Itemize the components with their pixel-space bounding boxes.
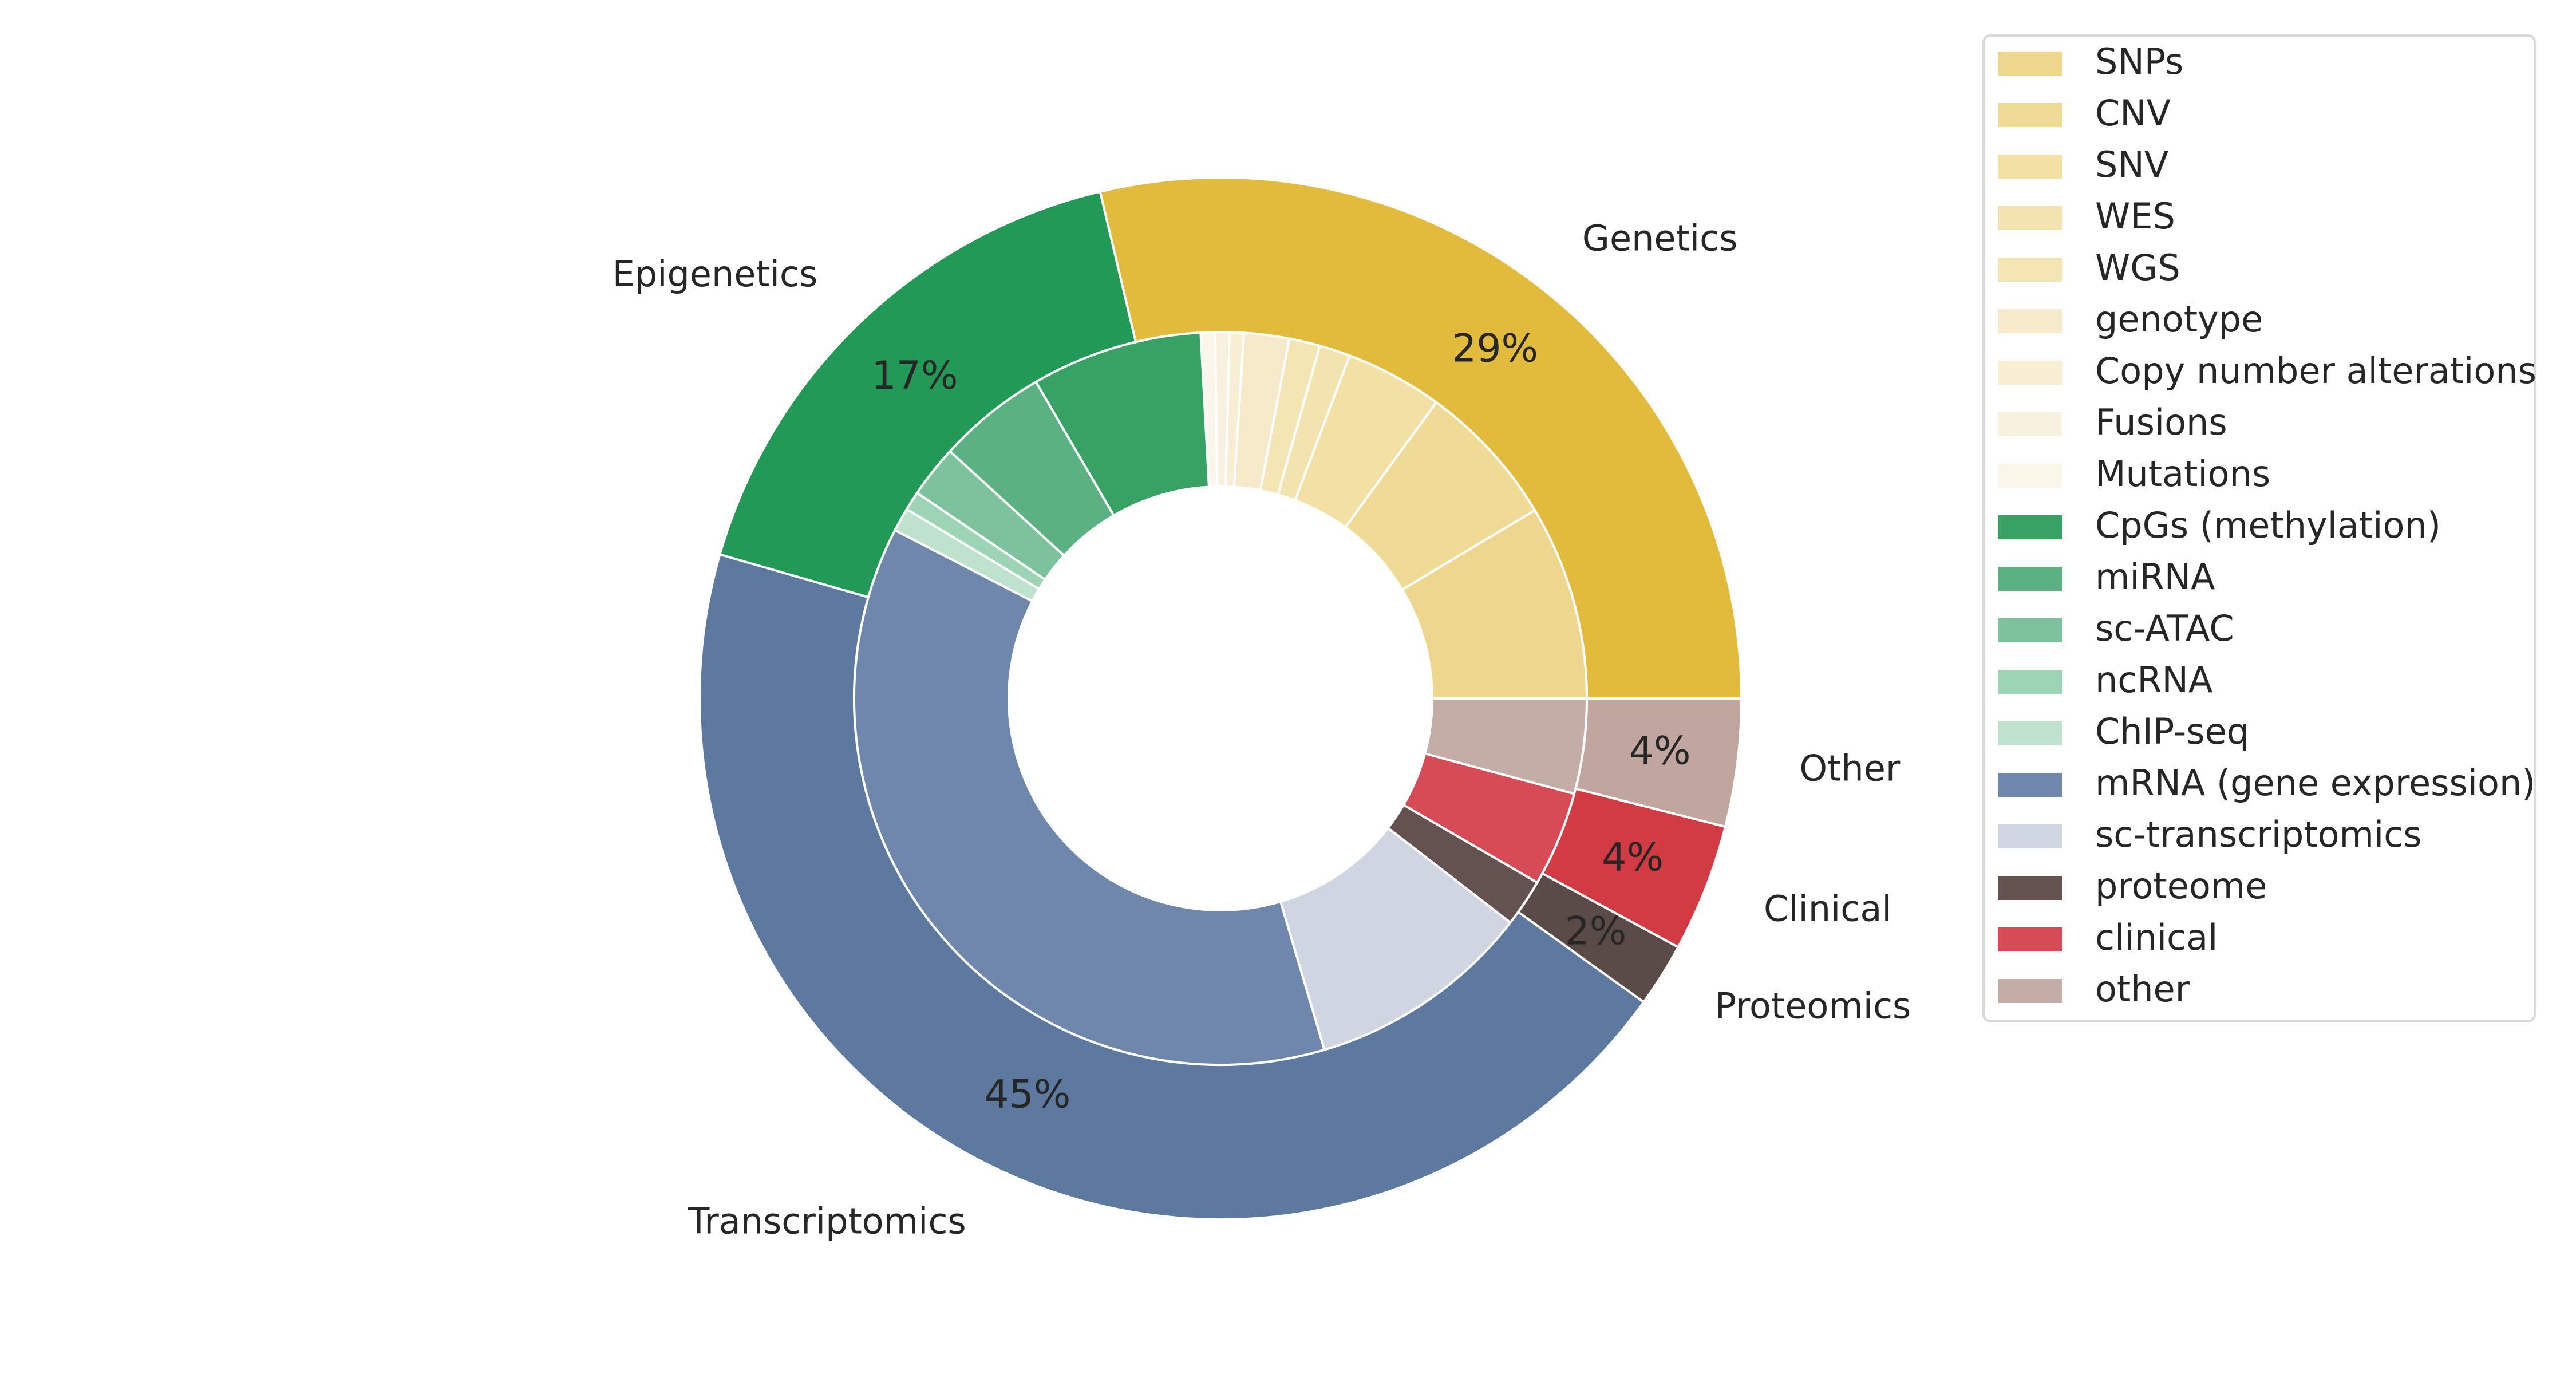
outer-label-transcriptomics: Transcriptomics bbox=[687, 1200, 966, 1242]
legend-swatch-clinical bbox=[1998, 927, 2062, 951]
legend-swatch-other bbox=[1998, 979, 2062, 1003]
legend-swatch-mutations bbox=[1998, 464, 2062, 488]
legend-swatch-fusions bbox=[1998, 412, 2062, 436]
outer-label-other: Other bbox=[1799, 748, 1901, 789]
legend: SNPs CNV SNV WES WGS genotype Copy number alte… bbox=[1982, 34, 2537, 1022]
inner-ring bbox=[853, 331, 1589, 1066]
legend-swatch-sc-atac bbox=[1998, 618, 2062, 642]
legend-label-snv: SNV bbox=[2095, 144, 2168, 185]
percent-labels: 29% 17% 45% 2% 4% 4% bbox=[871, 326, 1690, 1118]
legend-swatch-mirna bbox=[1998, 567, 2062, 591]
legend-swatch-sc-transcriptomics bbox=[1998, 824, 2062, 848]
legend-swatch-wgs bbox=[1998, 258, 2062, 282]
outer-label-epigenetics: Epigenetics bbox=[613, 253, 818, 295]
percent-label-clinical: 4% bbox=[1602, 835, 1664, 881]
legend-label-chip-seq: ChIP-seq bbox=[2095, 710, 2249, 752]
legend-label-mutations: Mutations bbox=[2095, 453, 2270, 495]
legend-label-wgs: WGS bbox=[2095, 247, 2180, 289]
percent-label-genetics: 29% bbox=[1452, 326, 1538, 372]
legend-swatch-mrna-gene-expression bbox=[1998, 773, 2062, 797]
inner-slice-other bbox=[1423, 697, 1589, 795]
outer-labels: Genetics Epigenetics Transcriptomics Proteo… bbox=[613, 217, 1911, 1242]
legend-label-cpgs-methylation: CpGs (methylation) bbox=[2095, 504, 2441, 546]
legend-swatch-proteome bbox=[1998, 876, 2062, 900]
outer-label-clinical: Clinical bbox=[1764, 888, 1892, 930]
legend-swatch-cpgs-methylation bbox=[1998, 515, 2062, 539]
legend-swatch-copy-number-alterations bbox=[1998, 361, 2062, 385]
legend-label-wes: WES bbox=[2095, 195, 2175, 237]
legend-swatch-wes bbox=[1998, 206, 2062, 230]
legend-label-genotype: genotype bbox=[2095, 298, 2263, 340]
legend-label-fusions: Fusions bbox=[2095, 401, 2227, 443]
legend-label-clinical: clinical bbox=[2095, 917, 2218, 958]
legend-swatch-cnv bbox=[1998, 103, 2062, 127]
legend-label-mirna: miRNA bbox=[2095, 556, 2215, 598]
outer-label-proteomics: Proteomics bbox=[1715, 985, 1911, 1026]
inner-slice-mrna-gene-expression bbox=[853, 528, 1326, 1066]
percent-label-proteomics: 2% bbox=[1564, 909, 1626, 954]
legend-label-other: other bbox=[2095, 968, 2190, 1010]
legend-label-cnv: CNV bbox=[2095, 92, 2171, 134]
legend-swatch-genotype bbox=[1998, 309, 2062, 333]
legend-frame bbox=[1982, 34, 2536, 1022]
legend-label-snps: SNPs bbox=[2095, 41, 2183, 82]
legend-label-mrna-gene-expression: mRNA (gene expression) bbox=[2095, 762, 2535, 804]
legend-swatch-snv bbox=[1998, 155, 2062, 179]
legend-label-ncrna: ncRNA bbox=[2095, 659, 2212, 701]
percent-label-epigenetics: 17% bbox=[871, 353, 958, 398]
legend-swatch-snps bbox=[1998, 52, 2062, 76]
outer-label-genetics: Genetics bbox=[1582, 217, 1738, 259]
legend-label-proteome: proteome bbox=[2095, 865, 2267, 907]
legend-swatch-ncrna bbox=[1998, 670, 2062, 694]
percent-label-other: 4% bbox=[1629, 729, 1691, 774]
legend-label-sc-atac: sc-ATAC bbox=[2095, 607, 2234, 649]
legend-label-sc-transcriptomics: sc-transcriptomics bbox=[2095, 814, 2422, 855]
legend-swatch-chip-seq bbox=[1998, 721, 2062, 745]
legend-label-copy-number-alterations: Copy number alterations bbox=[2095, 350, 2537, 392]
percent-label-transcriptomics: 45% bbox=[984, 1072, 1070, 1118]
